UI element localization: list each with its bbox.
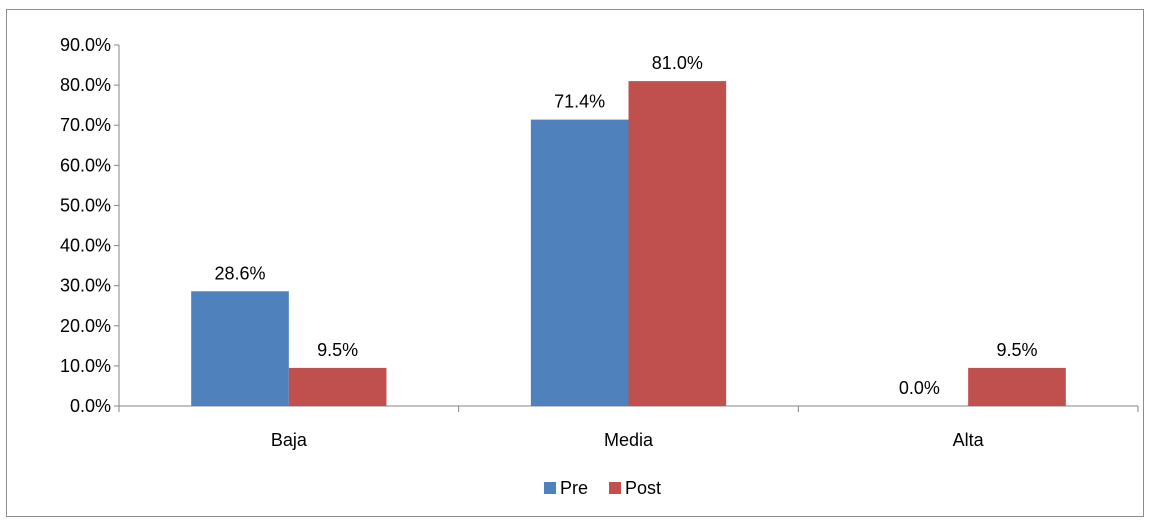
y-tick-label: 70.0% [60, 115, 111, 135]
bar-chart: 0.0% 10.0% 20.0% 30.0% 40.0% 50.0% 60.0% 70.0% 8… [60, 35, 1139, 498]
bar-pre-baja [191, 291, 289, 406]
y-tick-label: 90.0% [60, 35, 111, 55]
y-tick-label: 30.0% [60, 276, 111, 296]
y-tick-label: 20.0% [60, 316, 111, 336]
legend-label-pre: Pre [560, 478, 588, 498]
y-tick-label: 60.0% [60, 155, 111, 175]
y-tick-label: 10.0% [60, 356, 111, 376]
chart-frame: 0.0% 10.0% 20.0% 30.0% 40.0% 50.0% 60.0% 70.0% 8… [6, 9, 1144, 517]
bar-post-baja [288, 367, 387, 406]
x-axis: Baja Media Alta [118, 405, 1139, 450]
data-label: 71.4% [554, 92, 605, 112]
y-tick-label: 50.0% [60, 195, 111, 215]
x-category-label: Baja [271, 430, 308, 450]
bar-post-media [628, 81, 727, 406]
bar-post-alta [968, 367, 1066, 406]
x-category-label: Alta [953, 430, 985, 450]
y-tick-label: 40.0% [60, 236, 111, 256]
y-tick-label: 0.0% [70, 396, 111, 416]
y-axis: 0.0% 10.0% 20.0% 30.0% 40.0% 50.0% 60.0% 70.0% 8… [60, 35, 120, 416]
legend: Pre Post [544, 478, 661, 498]
bars [191, 81, 1066, 407]
data-label: 9.5% [317, 340, 358, 360]
bar-pre-media [530, 119, 629, 407]
data-label: 9.5% [996, 340, 1037, 360]
legend-label-post: Post [625, 478, 661, 498]
data-label: 81.0% [652, 53, 703, 73]
data-labels: 28.6% 71.4% 0.0% 9.5% 81.0% 9.5% [214, 53, 1037, 398]
legend-swatch-pre [544, 482, 556, 494]
legend-swatch-post [609, 482, 621, 494]
data-label: 0.0% [899, 378, 940, 398]
y-tick-label: 80.0% [60, 75, 111, 95]
data-label: 28.6% [214, 263, 265, 283]
x-category-label: Media [604, 430, 654, 450]
